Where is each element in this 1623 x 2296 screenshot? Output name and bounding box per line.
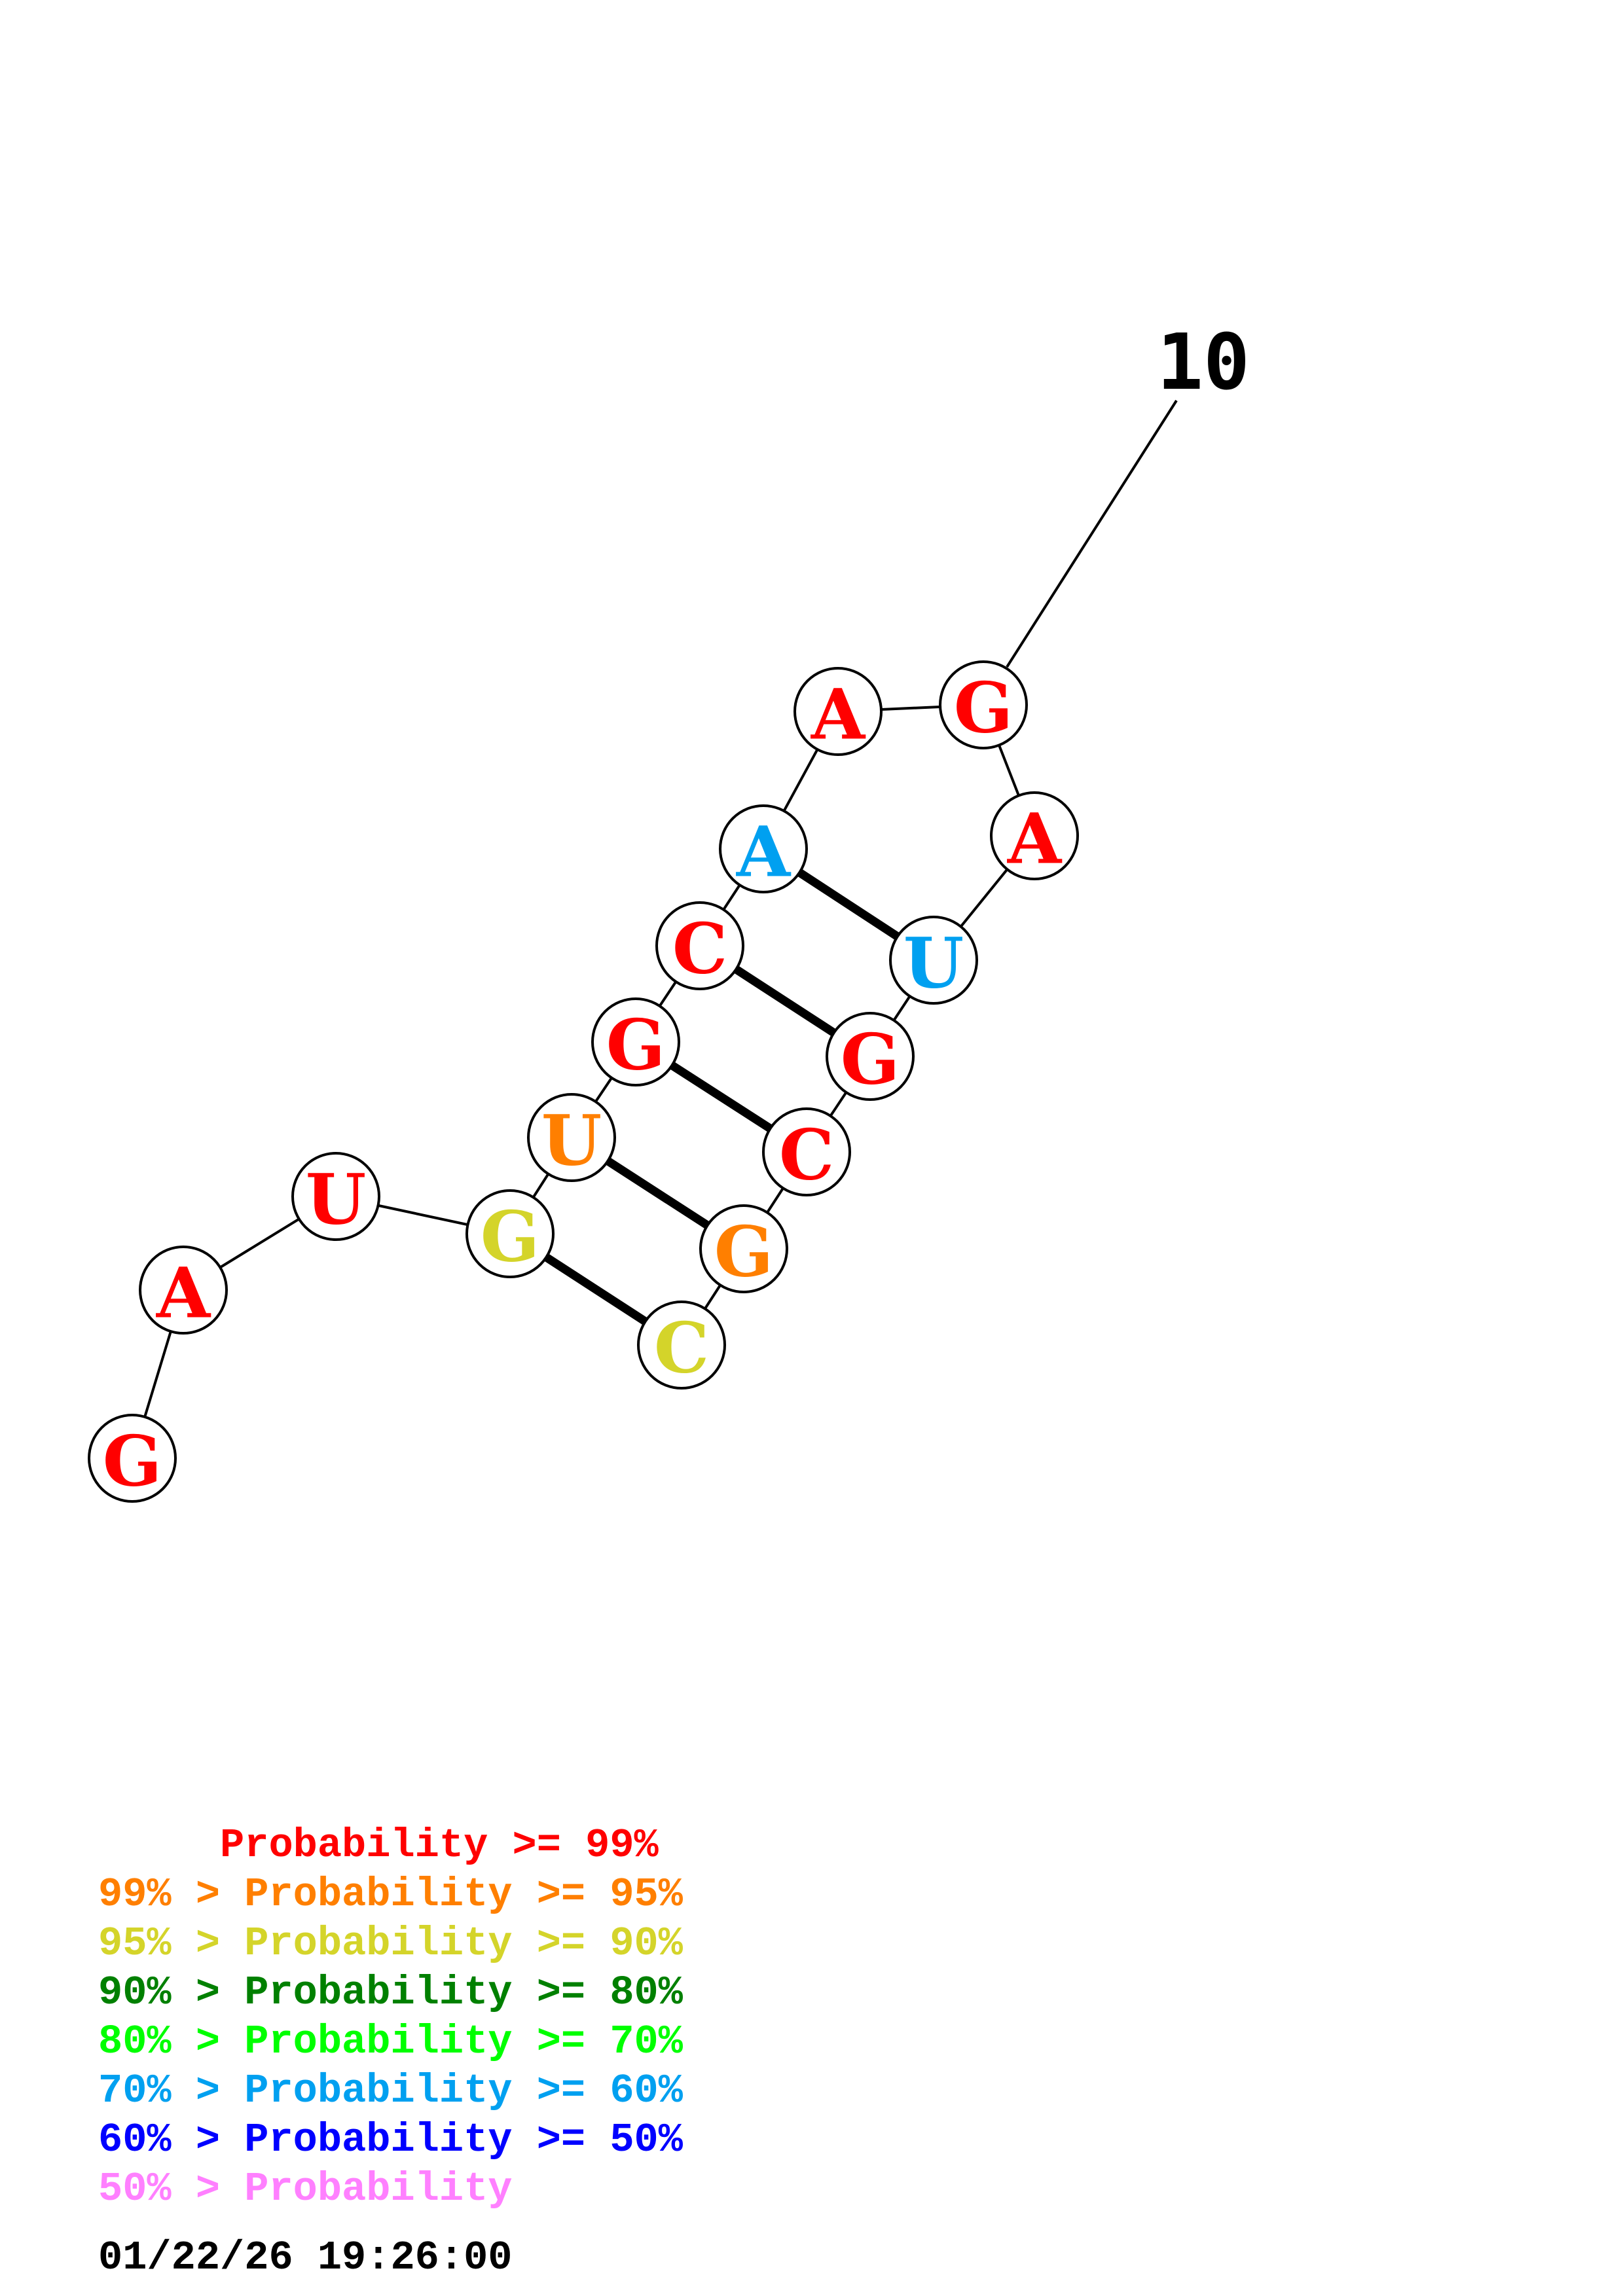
position-tick-line [1006, 399, 1178, 668]
legend-entry: 99% > Probability >= 95% [98, 1871, 684, 1918]
nucleotide-circle [826, 1012, 915, 1101]
legend-entry: 50% > Probability [98, 2166, 513, 2212]
probability-legend: Probability >= 99%99% > Probability >= 9… [98, 1822, 684, 2212]
nucleotide-letter: G [714, 1211, 774, 1293]
nucleotide-node: A [719, 804, 808, 893]
legend-entry: 60% > Probability >= 50% [98, 2117, 684, 2163]
nucleotide-letter: A [156, 1252, 211, 1334]
nucleotide-letter: U [306, 1158, 366, 1240]
nucleotide-letter: G [954, 667, 1013, 749]
timestamp: 01/22/26 19:26:00 [98, 2234, 513, 2281]
nucleotide-circle [527, 1093, 616, 1182]
position-tick-label: 10 [1157, 317, 1250, 407]
nucleotide-node: A [990, 791, 1079, 880]
nucleotide-circle [793, 667, 883, 756]
nucleotide-circle [990, 791, 1079, 880]
nucleotide-node: G [465, 1189, 555, 1278]
nucleotide-letter: C [672, 908, 727, 990]
nucleotide-node: U [889, 916, 978, 1005]
nucleotide-node: U [527, 1093, 616, 1182]
nucleotide-node: C [637, 1300, 726, 1390]
nucleotide-circle [637, 1300, 726, 1390]
nucleotide-node: A [139, 1246, 228, 1335]
nucleotide-node: G [699, 1204, 788, 1293]
nucleotide-letter: G [606, 1004, 666, 1086]
nucleotide-circle [139, 1246, 228, 1335]
nucleotide-circle [88, 1414, 177, 1503]
nucleotide-circle [889, 916, 978, 1005]
nucleotide-circle [591, 997, 680, 1086]
nucleotide-node: G [88, 1414, 177, 1503]
nucleotide-circle [719, 804, 808, 893]
nucleotide-letter: A [736, 811, 792, 893]
nucleotide-letter: U [903, 922, 964, 1004]
nucleotide-node: U [291, 1152, 380, 1241]
nucleotide-circle [939, 660, 1028, 749]
nucleotide-letter: G [481, 1196, 540, 1278]
nucleotide-circle [465, 1189, 555, 1278]
nucleotide-letter: A [811, 673, 866, 755]
legend-entry: 80% > Probability >= 70% [98, 2018, 684, 2065]
legend-entry: Probability >= 99% [98, 1822, 659, 1869]
nucleotide-letter: C [654, 1307, 709, 1389]
nucleotide-letter: C [779, 1114, 834, 1196]
nucleotide-node: G [939, 660, 1028, 749]
nucleotide-letter: A [1007, 798, 1063, 880]
legend-entry: 95% > Probability >= 90% [98, 1920, 684, 1967]
nucleotide-letter: G [841, 1018, 900, 1100]
nucleotide-circle [291, 1152, 380, 1241]
nucleotide-letter: G [103, 1420, 162, 1502]
nucleotide-node: G [591, 997, 680, 1086]
nucleotide-node: G [826, 1012, 915, 1101]
nucleotide-node: A [793, 667, 883, 756]
legend-entry: 70% > Probability >= 60% [98, 2068, 684, 2114]
nucleotide-circle [699, 1204, 788, 1293]
nucleotide-node: C [655, 901, 744, 990]
nucleotide-circle [655, 901, 744, 990]
nucleotide-node: C [762, 1107, 851, 1196]
legend-entry: 90% > Probability >= 80% [98, 1969, 684, 2016]
nucleotide-letter: U [541, 1100, 602, 1181]
position-tick-layer: 10 [1006, 317, 1250, 668]
nucleotide-circle [762, 1107, 851, 1196]
